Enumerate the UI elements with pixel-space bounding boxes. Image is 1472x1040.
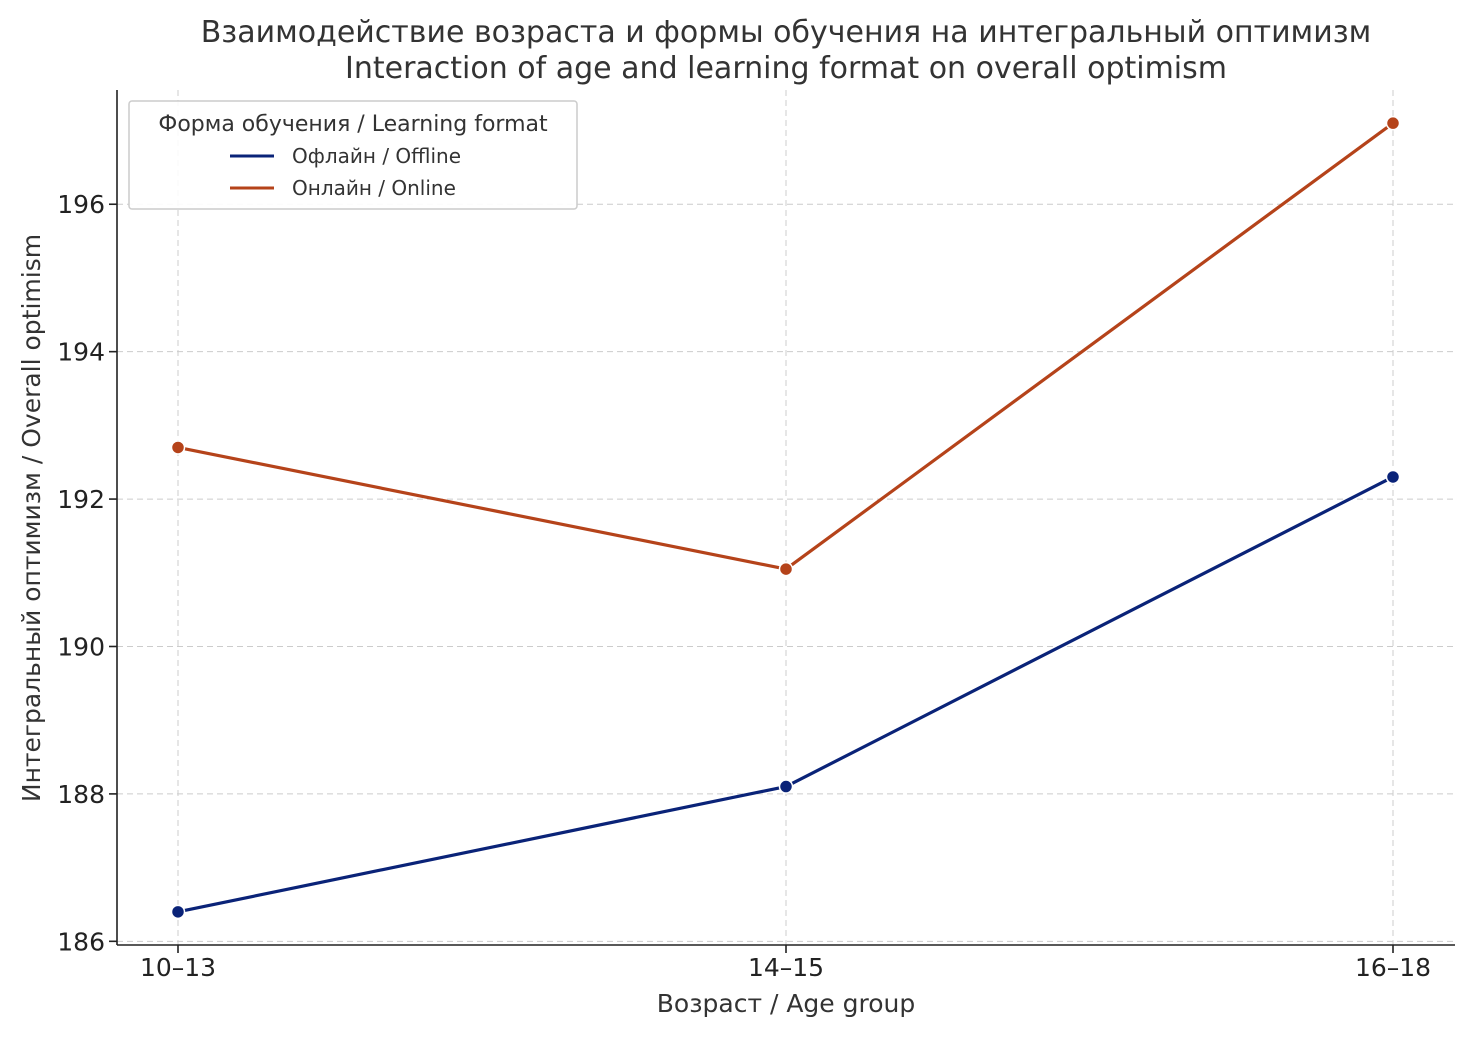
y-tick-label: 190	[57, 632, 105, 661]
y-ticks: 186 188 190 192 194 196	[57, 190, 117, 956]
chart-subtitle: Interaction of age and learning format o…	[345, 51, 1227, 86]
data-point-offline	[1385, 469, 1401, 485]
y-tick-label: 192	[57, 485, 105, 514]
legend-box	[128, 100, 578, 210]
legend-title: Форма обучения / Learning format	[158, 112, 548, 137]
x-ticks: 10–13 14–15 16–18	[140, 945, 1431, 982]
x-tick-label: 16–18	[1355, 953, 1431, 982]
grid	[117, 90, 1455, 945]
legend-label-online: Онлайн / Online	[292, 176, 456, 200]
y-tick-label: 188	[57, 780, 105, 809]
legend-label-offline: Офлайн / Offline	[292, 144, 461, 168]
data-point-offline	[778, 779, 794, 794]
data-point-offline	[170, 904, 186, 920]
data-point-online	[1385, 115, 1401, 131]
series-layer	[170, 115, 1401, 920]
y-tick-label: 194	[57, 338, 105, 367]
x-tick-label: 10–13	[140, 953, 216, 982]
x-tick-label: 14–15	[748, 953, 824, 982]
y-axis-label: Интегральный оптимизм / Overall optimism	[17, 234, 46, 802]
chart-title: Взаимодействие возраста и формы обучения…	[201, 15, 1372, 50]
x-axis-label: Возраст / Age group	[657, 989, 915, 1018]
y-tick-label: 186	[57, 927, 105, 956]
legend: Форма обучения / Learning format Офлайн …	[128, 100, 578, 210]
data-point-online	[170, 440, 186, 455]
y-tick-label: 196	[57, 190, 105, 219]
data-point-online	[778, 561, 794, 577]
